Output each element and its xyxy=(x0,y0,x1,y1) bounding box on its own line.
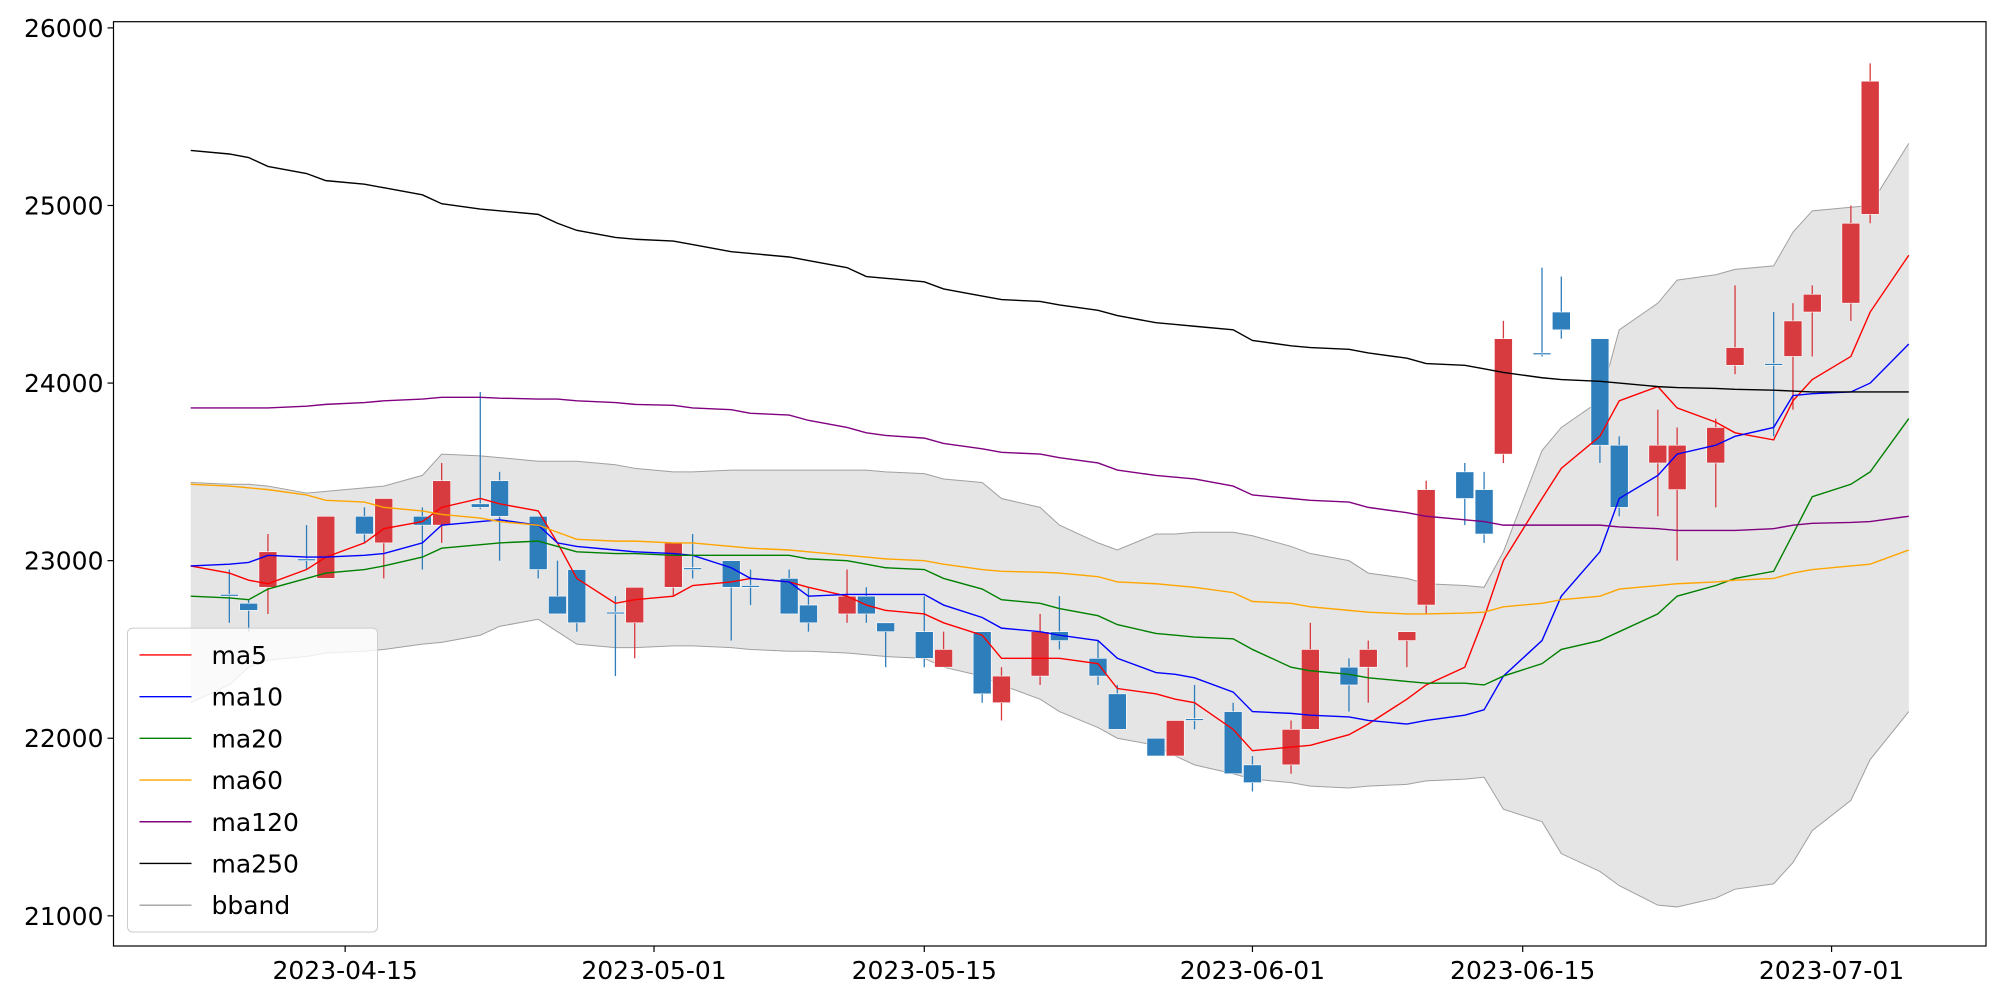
candle-body xyxy=(1088,658,1108,677)
candle-body xyxy=(470,503,490,508)
candle-body xyxy=(297,558,316,561)
candle-body xyxy=(1802,293,1822,313)
candle-body xyxy=(1146,737,1166,757)
candle-body xyxy=(721,560,741,588)
x-tick-label: 2023-06-15 xyxy=(1450,956,1595,985)
candle-body xyxy=(876,622,895,632)
candle-body xyxy=(1648,444,1668,464)
candle-body xyxy=(1841,222,1861,304)
candle-body xyxy=(1667,444,1687,490)
ma-line xyxy=(190,254,1910,752)
band-fill xyxy=(190,143,1909,907)
candle-body xyxy=(1358,649,1378,668)
candle-body xyxy=(548,595,567,615)
x-tick-label: 2023-07-01 xyxy=(1759,956,1904,985)
candle-body xyxy=(1725,347,1745,366)
plot-frame xyxy=(112,21,1987,947)
ma-line xyxy=(190,396,1909,532)
candle-body xyxy=(625,586,645,624)
candle-body xyxy=(355,515,374,535)
candle-body xyxy=(1609,444,1629,508)
candle-body xyxy=(934,649,953,668)
legend-label: ma60 xyxy=(212,766,283,795)
x-tick-label: 2023-05-15 xyxy=(852,956,997,985)
candle-body xyxy=(432,480,451,526)
x-tick-label: 2023-06-01 xyxy=(1180,956,1325,985)
candle-body xyxy=(914,631,934,659)
candle-body xyxy=(1455,471,1475,499)
legend-label: ma20 xyxy=(212,724,283,753)
candle-body xyxy=(799,604,818,624)
y-tick-label: 24000 xyxy=(24,369,104,398)
ma-line xyxy=(190,483,1910,615)
x-tick-label: 2023-04-15 xyxy=(273,956,418,985)
candle-body xyxy=(1030,631,1050,677)
candle-body xyxy=(972,631,992,695)
candle-body xyxy=(1223,711,1243,775)
y-tick-label: 21000 xyxy=(24,902,104,931)
candle-body xyxy=(239,602,258,611)
candle-body xyxy=(258,551,278,588)
candle-body xyxy=(683,567,702,570)
candle-body xyxy=(1397,631,1417,641)
candle-body xyxy=(664,542,683,588)
ma-line xyxy=(190,149,1909,393)
legend-label: bband xyxy=(212,891,291,920)
legend-label: ma10 xyxy=(212,683,283,712)
y-tick-label: 23000 xyxy=(24,547,104,576)
candle-body xyxy=(1860,80,1880,215)
candle-body xyxy=(1416,489,1436,606)
y-tick-label: 26000 xyxy=(24,14,104,43)
candle-body xyxy=(1783,320,1803,357)
candle-body xyxy=(741,585,760,588)
legend-label: ma120 xyxy=(212,808,299,837)
candle-body xyxy=(413,515,432,526)
legend-label: ma250 xyxy=(212,849,299,878)
candle-body xyxy=(1532,352,1552,355)
ma-line xyxy=(190,343,1910,725)
legend-box xyxy=(127,627,378,933)
candle-body xyxy=(606,611,625,615)
y-tick-label: 25000 xyxy=(24,191,104,220)
candle-body xyxy=(1243,764,1262,783)
candle-body xyxy=(1552,311,1571,331)
candle-body xyxy=(567,569,587,624)
candle-body xyxy=(1764,363,1783,366)
candle-body xyxy=(1474,489,1494,535)
candle-body xyxy=(992,675,1011,704)
candle-body xyxy=(779,578,799,615)
candle-body xyxy=(316,515,336,579)
candle-body xyxy=(1494,338,1513,455)
legend-label: ma5 xyxy=(212,641,268,670)
legend: ma5 ma10 ma20 ma60 ma120 ma250 bband xyxy=(127,627,378,933)
candle-body xyxy=(1108,693,1127,730)
candle-body xyxy=(1590,338,1610,446)
candle-body xyxy=(1185,718,1204,721)
x-tick-label: 2023-05-01 xyxy=(581,956,726,985)
candle-body xyxy=(1165,720,1185,757)
band-line xyxy=(190,143,1910,588)
ma-line xyxy=(190,418,1910,686)
candle-body xyxy=(490,480,509,517)
band-line xyxy=(190,618,1910,908)
candle-body xyxy=(220,594,239,597)
candle-body xyxy=(1301,649,1320,730)
y-tick-label: 22000 xyxy=(24,724,104,753)
